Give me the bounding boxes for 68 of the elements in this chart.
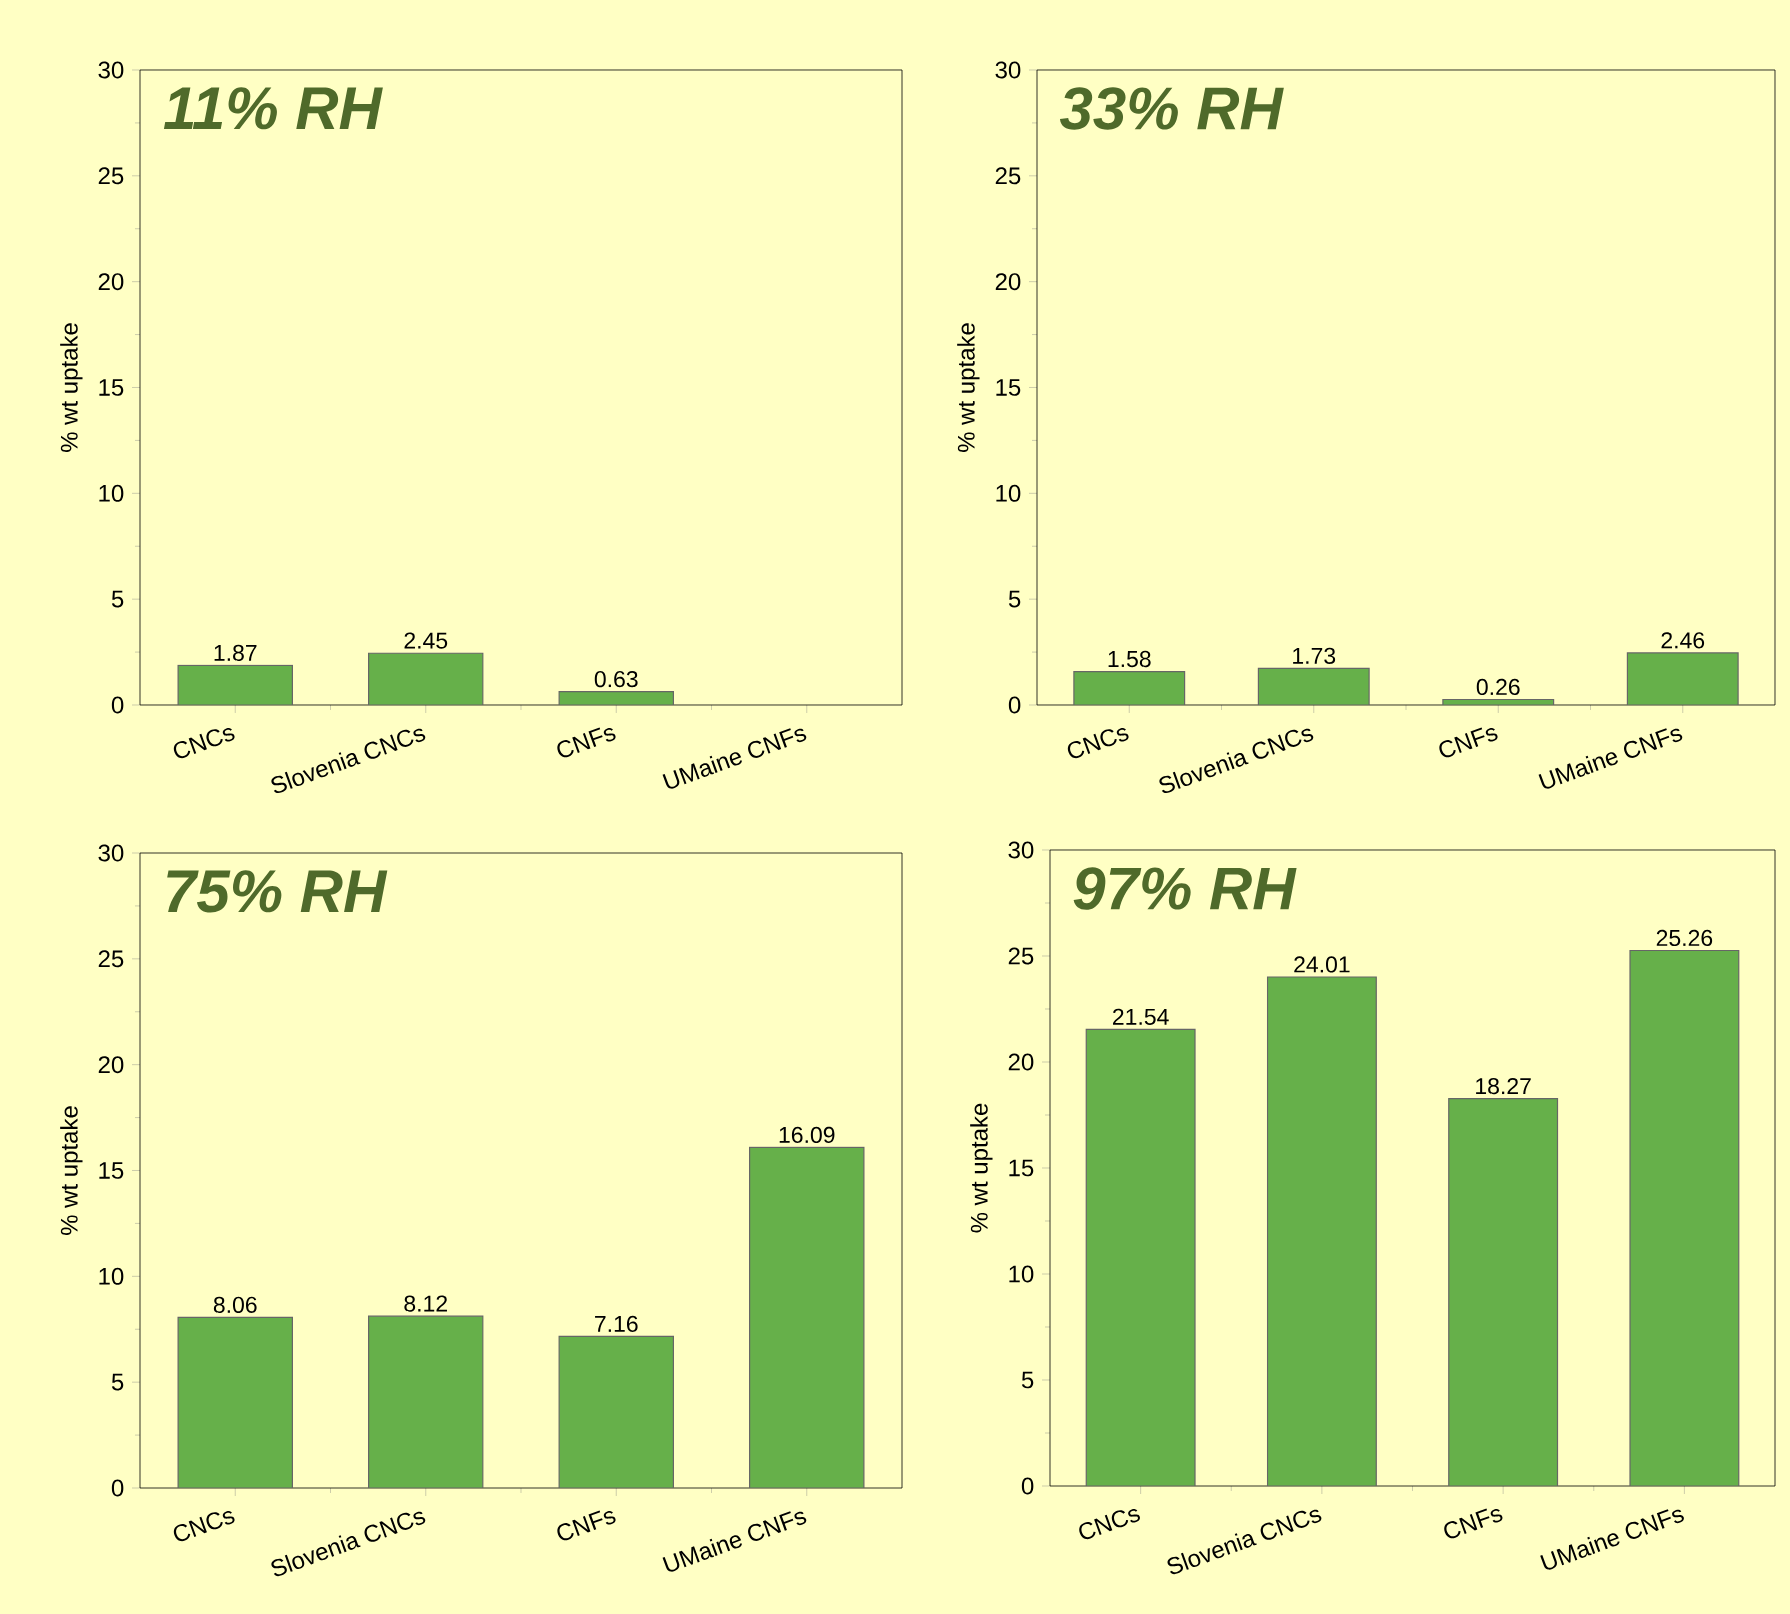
y-tick-label: 0	[111, 696, 124, 714]
y-tick-label: 30	[98, 844, 124, 862]
x-tick-label: CNFs	[557, 727, 616, 758]
y-axis-title: % wt uptake	[957, 323, 980, 453]
data-label: 1.58	[1108, 650, 1151, 668]
y-tick-label: 15	[99, 379, 124, 396]
bar	[1266, 976, 1377, 1486]
y-tick-label: 5	[111, 1373, 124, 1391]
x-tick-label: UMaine CNFs	[662, 728, 807, 789]
x-tick-label: CNFs	[557, 1510, 616, 1541]
x-tick-label: UMaine CNFs	[662, 1511, 807, 1572]
y-axis-title: % wt uptake	[60, 1106, 83, 1236]
x-tick-label: UMaine CNFs	[1540, 1509, 1684, 1570]
y-tick-label: 5	[111, 590, 124, 608]
y-tick-label: 30	[995, 61, 1021, 79]
x-tick-label: CNCs	[1067, 728, 1129, 759]
x-tick-label: CNFs	[1444, 1508, 1503, 1539]
data-label: 8.06	[213, 1296, 257, 1313]
y-tick-label: 0	[1008, 696, 1021, 714]
y-tick-label: 20	[98, 1056, 124, 1074]
data-label: 25.26	[1656, 929, 1713, 947]
y-tick-label: 25	[98, 167, 124, 185]
y-tick-label: 30	[1008, 841, 1034, 859]
data-label: 24.01	[1294, 956, 1350, 973]
chart-title: 75% RH	[167, 870, 388, 913]
data-label: 21.54	[1113, 1008, 1169, 1025]
data-label: 2.45	[404, 632, 448, 649]
data-label: 1.87	[214, 644, 257, 662]
data-label: 16.09	[779, 1126, 835, 1144]
y-tick-label: 0	[111, 1479, 124, 1497]
x-tick-label: CNCs	[173, 1511, 235, 1542]
y-tick-label: 15	[1009, 1159, 1034, 1177]
y-axis-title: % wt uptake	[60, 323, 83, 453]
y-tick-label: 10	[99, 484, 124, 502]
chart-title: 97% RH	[1073, 867, 1297, 910]
y-tick-label: 20	[995, 273, 1021, 291]
y-tick-label: 10	[996, 484, 1021, 502]
data-label: 7.16	[595, 1315, 638, 1333]
y-tick-label: 25	[98, 950, 124, 968]
y-tick-label: 20	[98, 273, 124, 291]
data-label: 0.63	[594, 670, 638, 688]
chart-title: 33% RH	[1059, 87, 1284, 130]
y-tick-label: 25	[1008, 947, 1034, 965]
y-tick-label: 15	[99, 1162, 124, 1179]
y-axis-title: % wt uptake	[970, 1103, 993, 1233]
bar	[749, 1146, 865, 1488]
bar	[558, 1335, 674, 1488]
y-tick-label: 20	[1008, 1053, 1034, 1071]
y-tick-label: 15	[996, 379, 1021, 396]
data-label: 0.26	[1476, 678, 1520, 696]
data-label: 2.46	[1661, 632, 1705, 649]
x-tick-label: CNCs	[1079, 1509, 1140, 1540]
chart-title: 11% RH	[163, 87, 383, 130]
y-tick-label: 10	[99, 1267, 124, 1285]
y-tick-label: 10	[1009, 1265, 1034, 1283]
y-tick-label: 5	[1008, 590, 1021, 608]
y-tick-label: 5	[1021, 1371, 1034, 1389]
y-tick-label: 30	[98, 61, 124, 79]
x-tick-label: CNCs	[173, 728, 235, 759]
data-label: 8.12	[404, 1295, 447, 1312]
x-tick-label: UMaine CNFs	[1538, 728, 1683, 789]
bar	[368, 1315, 484, 1488]
x-tick-label: CNFs	[1439, 727, 1498, 758]
y-tick-label: 0	[1021, 1477, 1034, 1495]
bar	[1629, 949, 1740, 1486]
data-label: 1.73	[1293, 647, 1336, 664]
data-label: 18.27	[1476, 1077, 1531, 1095]
y-tick-label: 25	[995, 167, 1021, 185]
